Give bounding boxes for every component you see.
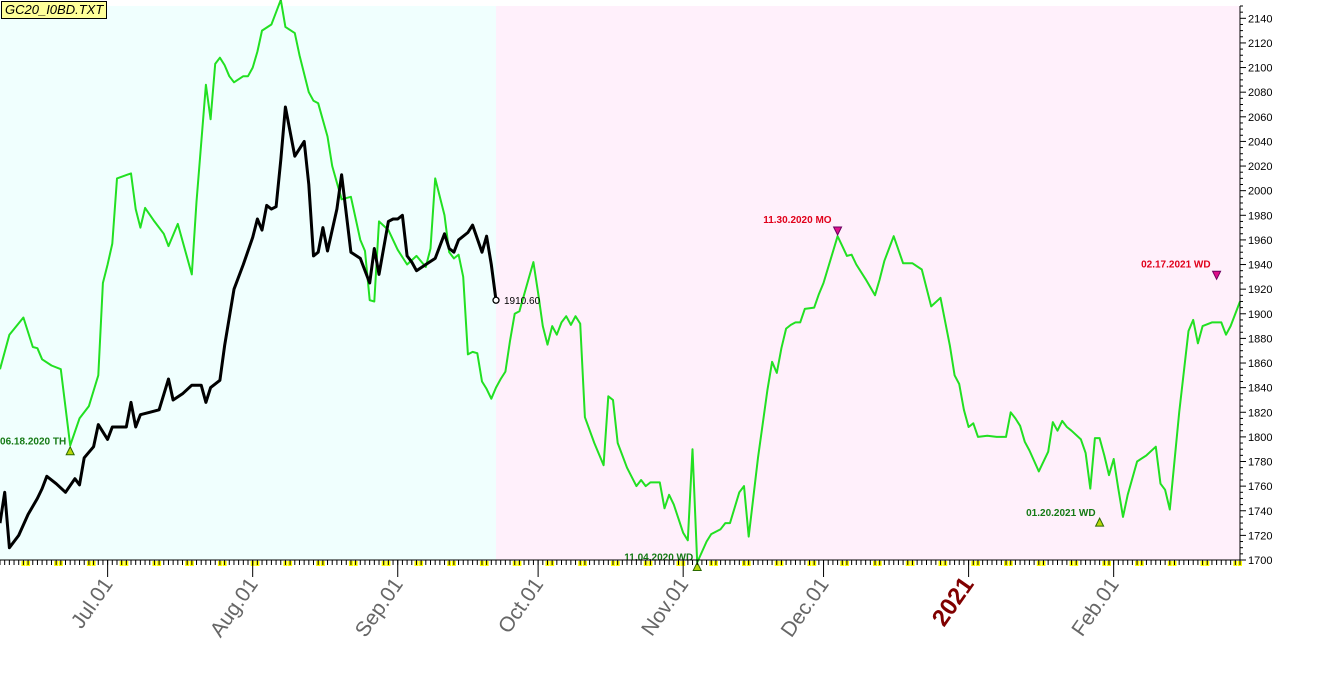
y-tick-label: 1780 <box>1248 457 1272 469</box>
bottom-pivot-label: 01.20.2021 WD <box>1026 508 1096 519</box>
y-tick-label: 2140 <box>1248 13 1272 25</box>
pivot-markers: 06.18.2020 TH08.03.2020 MO11.04.2020 WD1… <box>0 0 1222 571</box>
top-pivot-label: 02.17.2021 WD <box>1141 259 1211 270</box>
top-pivot-arrow <box>832 226 843 237</box>
y-tick-label: 2080 <box>1248 87 1272 99</box>
last-price-marker <box>492 296 500 304</box>
y-tick-label: 1760 <box>1248 481 1272 493</box>
y-tick-label: 1740 <box>1248 506 1272 518</box>
shaded-regions <box>0 6 1240 560</box>
y-tick-label: 1920 <box>1248 284 1272 296</box>
y-tick-label: 2060 <box>1248 112 1272 124</box>
y-tick-label: 1900 <box>1248 309 1272 321</box>
bottom-pivot-arrow <box>1094 517 1105 527</box>
y-tick-label: 1840 <box>1248 383 1272 395</box>
bottom-pivot-label: 06.18.2020 TH <box>0 437 66 448</box>
y-tick-label: 2100 <box>1248 63 1272 75</box>
y-tick-label: 1860 <box>1248 358 1272 370</box>
y-tick-label: 2000 <box>1248 186 1272 198</box>
last-price-label: 1910.60 <box>504 296 541 307</box>
top-pivot-label: 11.30.2020 MO <box>763 215 832 226</box>
y-tick-label: 2020 <box>1248 161 1272 173</box>
y-tick-label: 1880 <box>1248 333 1272 345</box>
forecast-line <box>0 0 1241 564</box>
file-label: GC20_I0BD.TXT <box>1 1 108 19</box>
y-tick-label: 2040 <box>1248 136 1272 148</box>
y-tick-label: 1960 <box>1248 235 1272 247</box>
actual-price-line <box>0 105 498 550</box>
y-tick-label: 1820 <box>1248 407 1272 419</box>
series-lines: 1910.60 <box>0 0 1241 564</box>
y-tick-label: 1720 <box>1248 530 1272 542</box>
bottom-pivot-label: 11.04.2020 WD <box>624 552 693 563</box>
y-tick-label: 1700 <box>1248 555 1272 567</box>
y-axis: 1700 1720 1740 1760 1780 1800 1820 1840 1860 1880… <box>1239 5 1272 567</box>
bottom-pivot-arrow <box>65 445 75 456</box>
y-tick-label: 2120 <box>1248 38 1272 50</box>
bottom-pivot-arrow <box>692 561 703 571</box>
y-tick-label: 1940 <box>1248 260 1272 272</box>
y-tick-label: 1980 <box>1248 210 1272 222</box>
past-region <box>0 6 496 560</box>
y-tick-label: 1800 <box>1248 432 1272 444</box>
top-pivot-arrow <box>1211 270 1222 281</box>
